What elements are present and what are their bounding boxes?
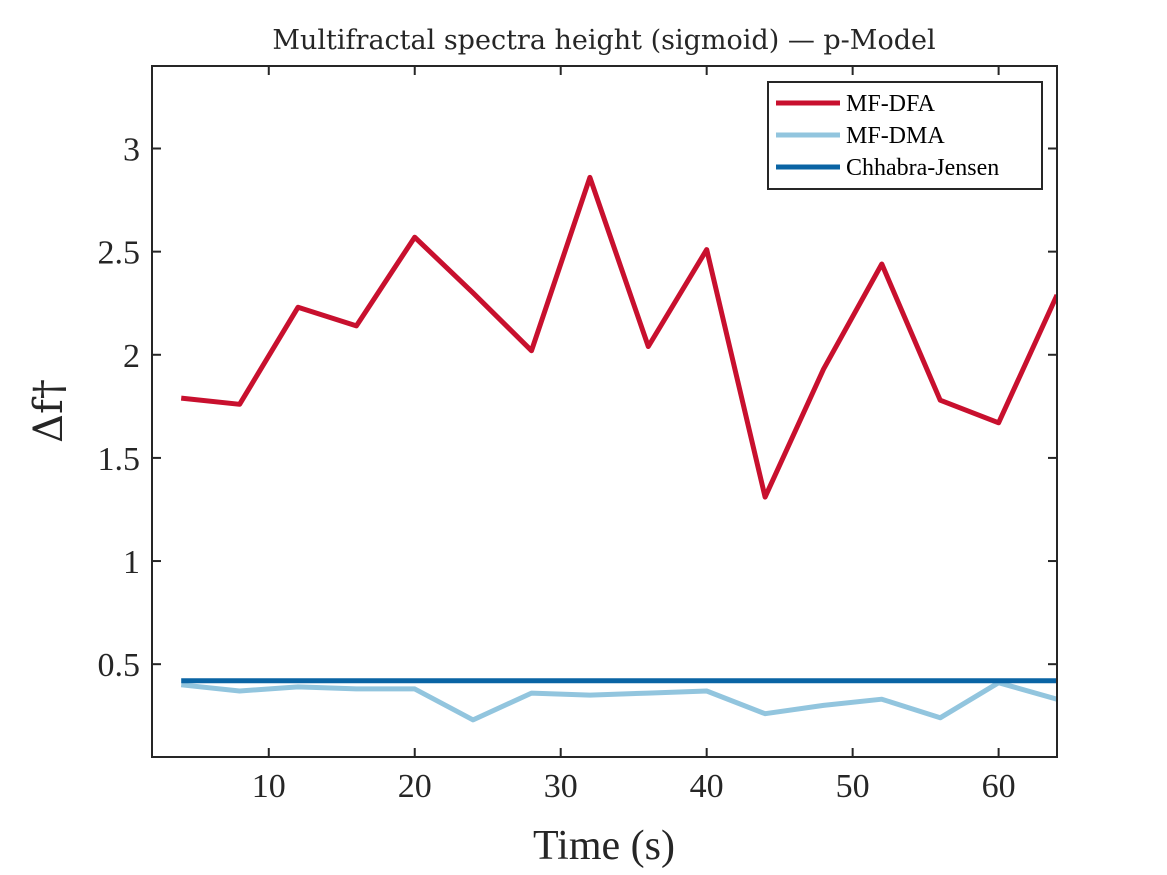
y-tick-label: 0.5 <box>98 647 141 684</box>
y-tick-label: 3 <box>123 132 140 169</box>
x-tick-label: 50 <box>836 768 870 805</box>
x-tick-label: 10 <box>252 768 286 805</box>
ticks-layer: 10 20 30 40 50 60 0.5 1 1.5 2 2.5 3 <box>98 66 1057 805</box>
series-line-mf-dma <box>180 680 1057 723</box>
plot-area-frame <box>151 65 1058 758</box>
legend: MF-DFA MF-DMA Chhabra-Jensen <box>767 81 1043 190</box>
legend-entry-label: Chhabra-Jensen <box>846 155 999 181</box>
series-layer <box>180 174 1057 723</box>
x-axis-label: Time (s) <box>533 823 675 869</box>
y-tick-label: 2 <box>123 338 140 375</box>
y-axis-label: Δf† <box>26 379 72 443</box>
x-tick-label: 20 <box>398 768 432 805</box>
x-tick-label: 60 <box>982 768 1016 805</box>
series-line-mf-dfa <box>180 174 1057 500</box>
chart-title: Multifractal spectra height (sigmoid) — … <box>272 25 935 56</box>
legend-entry-label: MF-DMA <box>846 123 945 149</box>
x-tick-label: 40 <box>690 768 724 805</box>
legend-entry-label: MF-DFA <box>846 91 936 117</box>
y-tick-label: 1.5 <box>98 441 141 478</box>
y-tick-label: 2.5 <box>98 235 141 272</box>
y-tick-label: 1 <box>123 544 140 581</box>
x-tick-label: 30 <box>544 768 578 805</box>
